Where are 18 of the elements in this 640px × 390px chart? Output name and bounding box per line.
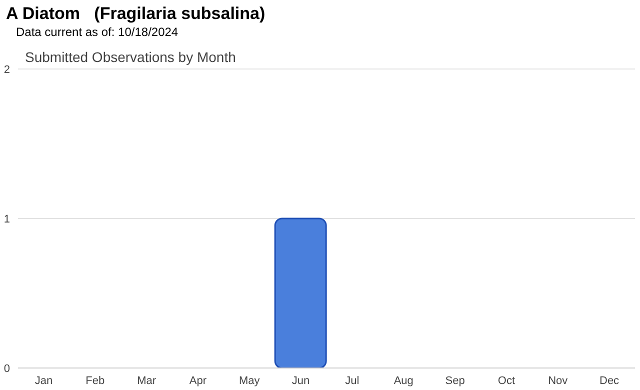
x-tick-label: Jun	[292, 374, 310, 387]
x-tick-label: Dec	[600, 374, 620, 387]
y-tick-label: 2	[4, 64, 10, 76]
x-tick-label: Apr	[189, 374, 207, 387]
x-tick-label: Sep	[445, 374, 465, 387]
x-tick-label: May	[238, 374, 260, 387]
y-tick-label: 1	[4, 213, 10, 226]
chart-subtitle: Submitted Observations by Month	[25, 49, 236, 65]
x-tick-label: Feb	[86, 374, 105, 387]
y-tick-label: 0	[4, 362, 10, 375]
text: Data current as of: 10/18/2024	[16, 25, 178, 39]
x-tick-label: Aug	[394, 374, 414, 387]
x-tick-label: Mar	[137, 374, 156, 387]
x-tick-label: Jul	[345, 374, 360, 387]
x-tick-label: Jan	[34, 374, 53, 387]
chart-title: A Diatom (Fragilaria subsalina)	[6, 4, 266, 24]
x-tick-label: Nov	[548, 374, 568, 387]
x-tick-label: Oct	[498, 374, 516, 387]
